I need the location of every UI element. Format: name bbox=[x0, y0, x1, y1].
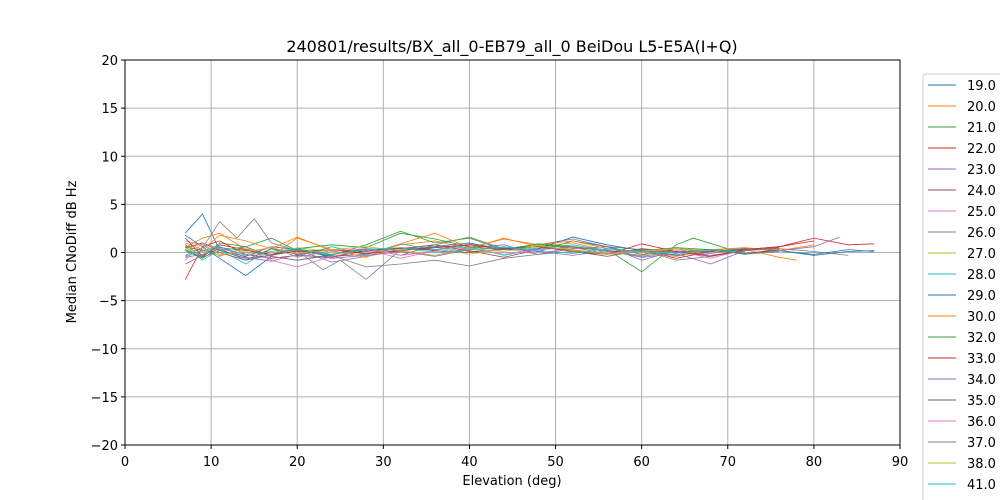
legend-label-28.0: 28.0 bbox=[967, 268, 996, 283]
y-tick-label: −10 bbox=[91, 343, 118, 358]
legend: 19.0 20.0 21.0 22.0 23.0 24.0 25.0 26.0 27.0 28.0… bbox=[922, 73, 1000, 500]
legend-label-24.0: 24.0 bbox=[967, 184, 996, 199]
legend-label-21.0: 21.0 bbox=[967, 121, 996, 136]
legend-box bbox=[922, 73, 1000, 500]
legend-label-41.0: 41.0 bbox=[967, 478, 996, 493]
chart-title: 240801/results/BX_all_0-EB79_all_0 BeiDo… bbox=[286, 37, 737, 57]
x-tick-label: 30 bbox=[375, 455, 392, 470]
series-layer bbox=[184, 213, 875, 280]
y-tick-label: −20 bbox=[91, 439, 118, 454]
legend-label-23.0: 23.0 bbox=[967, 163, 996, 178]
legend-label-38.0: 38.0 bbox=[967, 457, 996, 472]
legend-label-27.0: 27.0 bbox=[967, 247, 996, 262]
series-line-36.0 bbox=[185, 242, 711, 261]
ticks: 0 10 20 30 40 50 60 70 80 90 −20 −15 −10 −5 0 5 10 15 20 bbox=[91, 54, 909, 470]
legend-label-29.0: 29.0 bbox=[967, 289, 996, 304]
x-tick-label: 20 bbox=[289, 455, 306, 470]
x-tick-label: 10 bbox=[203, 455, 220, 470]
x-tick-label: 40 bbox=[461, 455, 478, 470]
y-tick-label: 0 bbox=[110, 247, 118, 262]
series-line-33.0 bbox=[185, 237, 814, 257]
legend-label-22.0: 22.0 bbox=[967, 142, 996, 157]
legend-label-32.0: 32.0 bbox=[967, 331, 996, 346]
legend-label-19.0: 19.0 bbox=[967, 79, 996, 94]
x-axis-title: Elevation (deg) bbox=[462, 474, 561, 489]
y-tick-label: 5 bbox=[110, 198, 118, 213]
y-axis-title: Median CNoDiff dB Hz bbox=[65, 180, 80, 323]
x-tick-label: 70 bbox=[720, 455, 737, 470]
series-line-37.0 bbox=[185, 246, 780, 268]
legend-label-26.0: 26.0 bbox=[967, 226, 996, 241]
x-tick-label: 90 bbox=[892, 455, 909, 470]
y-tick-label: 15 bbox=[101, 102, 118, 117]
y-tick-label: −5 bbox=[99, 295, 118, 310]
x-tick-label: 0 bbox=[121, 455, 129, 470]
legend-label-20.0: 20.0 bbox=[967, 100, 996, 115]
legend-label-35.0: 35.0 bbox=[967, 394, 996, 409]
legend-label-34.0: 34.0 bbox=[967, 373, 996, 388]
y-tick-label: 10 bbox=[101, 150, 118, 165]
y-tick-label: −15 bbox=[91, 391, 118, 406]
legend-label-30.0: 30.0 bbox=[967, 310, 996, 325]
legend-label-37.0: 37.0 bbox=[967, 436, 996, 451]
y-tick-label: 20 bbox=[101, 54, 118, 69]
legend-label-36.0: 36.0 bbox=[967, 415, 996, 430]
legend-label-25.0: 25.0 bbox=[967, 205, 996, 220]
legend-items: 19.0 20.0 21.0 22.0 23.0 24.0 25.0 26.0 27.0 28.0… bbox=[928, 79, 996, 500]
x-tick-label: 50 bbox=[547, 455, 564, 470]
x-tick-label: 80 bbox=[806, 455, 823, 470]
legend-label-33.0: 33.0 bbox=[967, 352, 996, 367]
series-line-41.0 bbox=[185, 246, 746, 257]
x-tick-label: 60 bbox=[633, 455, 650, 470]
series-line-38.0 bbox=[185, 243, 711, 256]
series-line-34.0 bbox=[185, 246, 746, 265]
